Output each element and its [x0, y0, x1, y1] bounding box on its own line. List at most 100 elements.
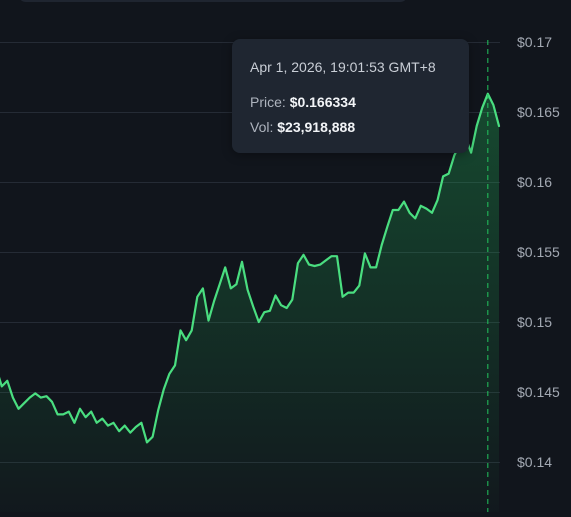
y-tick-label: $0.17	[517, 34, 552, 50]
data-point	[357, 284, 361, 288]
data-point	[447, 172, 451, 176]
data-point	[145, 440, 149, 444]
tooltip-timestamp: Apr 1, 2026, 19:01:53 GMT+8	[250, 59, 436, 75]
data-point	[324, 258, 328, 262]
data-point	[45, 394, 49, 398]
data-point	[207, 319, 211, 323]
data-point	[251, 305, 255, 309]
data-point	[134, 425, 138, 429]
data-point	[396, 208, 400, 212]
data-point	[39, 396, 43, 400]
y-axis: $0.14 $0.145 $0.15 $0.155 $0.16 $0.165 $0.17	[517, 34, 560, 470]
tooltip-volume-label: Vol:	[250, 119, 274, 135]
data-point	[50, 400, 54, 404]
data-point	[56, 412, 60, 416]
data-point	[179, 328, 183, 332]
data-point	[307, 263, 311, 267]
data-point	[212, 299, 216, 303]
y-tick-label: $0.145	[517, 384, 560, 400]
data-point	[318, 263, 322, 267]
data-point	[313, 264, 317, 268]
data-point	[335, 254, 339, 258]
data-point	[452, 153, 456, 157]
data-point	[112, 421, 116, 425]
data-point	[95, 421, 99, 425]
data-point	[419, 204, 423, 208]
data-point	[201, 286, 205, 290]
data-point	[408, 211, 412, 215]
data-point	[363, 251, 367, 255]
data-point	[61, 412, 65, 416]
data-point	[430, 211, 434, 215]
data-point	[402, 200, 406, 204]
data-point	[229, 286, 233, 290]
data-point	[67, 410, 71, 414]
y-tick-label: $0.165	[517, 104, 560, 120]
price-line	[0, 92, 501, 444]
area-fill-layer	[0, 93, 499, 512]
data-point	[156, 408, 160, 412]
data-point	[480, 106, 484, 110]
data-point	[391, 208, 395, 212]
data-point	[5, 379, 9, 383]
data-point	[413, 216, 417, 220]
y-tick-label: $0.16	[517, 174, 552, 190]
data-point	[106, 424, 110, 428]
data-point	[139, 421, 143, 425]
data-point	[184, 338, 188, 342]
data-point	[151, 435, 155, 439]
data-point	[195, 295, 199, 299]
y-tick-label: $0.155	[517, 244, 560, 260]
data-point	[117, 429, 121, 433]
data-point	[167, 372, 171, 376]
data-point	[475, 124, 479, 128]
y-tick-label: $0.15	[517, 314, 552, 330]
data-point	[246, 288, 250, 292]
data-point	[380, 243, 384, 247]
top-overlay-bar	[18, 0, 408, 2]
data-point	[257, 320, 261, 324]
data-point	[274, 293, 278, 297]
data-point	[262, 310, 266, 314]
data-point	[128, 431, 132, 435]
data-point	[497, 124, 501, 128]
data-point	[491, 103, 495, 107]
data-point	[341, 295, 345, 299]
data-point	[302, 253, 306, 257]
data-point	[28, 396, 32, 400]
data-point	[190, 328, 194, 332]
data-point	[223, 265, 227, 269]
data-point	[218, 282, 222, 286]
data-point	[352, 291, 356, 295]
data-point	[279, 303, 283, 307]
tooltip-price-value: $0.166334	[289, 94, 356, 110]
data-point	[100, 417, 104, 421]
data-point	[17, 407, 21, 411]
data-point	[268, 309, 272, 313]
data-point	[285, 306, 289, 310]
data-point	[22, 401, 26, 405]
data-point	[436, 198, 440, 202]
data-point	[33, 391, 37, 395]
data-point	[374, 265, 378, 269]
data-point	[469, 151, 473, 155]
tooltip-volume-value: $23,918,888	[277, 119, 356, 135]
data-point	[385, 225, 389, 229]
data-point	[84, 415, 88, 419]
data-point	[296, 261, 300, 265]
data-point	[173, 363, 177, 367]
data-point	[424, 207, 428, 211]
data-point	[290, 298, 294, 302]
data-point	[369, 265, 373, 269]
data-point	[11, 396, 15, 400]
data-point	[234, 282, 238, 286]
data-point	[123, 424, 127, 428]
data-point	[346, 291, 350, 295]
data-point	[240, 260, 244, 264]
tooltip-price-label: Price:	[250, 94, 286, 110]
data-point	[72, 421, 76, 425]
tooltip-price-row: Price: $0.166334	[250, 94, 356, 110]
data-point	[162, 387, 166, 391]
